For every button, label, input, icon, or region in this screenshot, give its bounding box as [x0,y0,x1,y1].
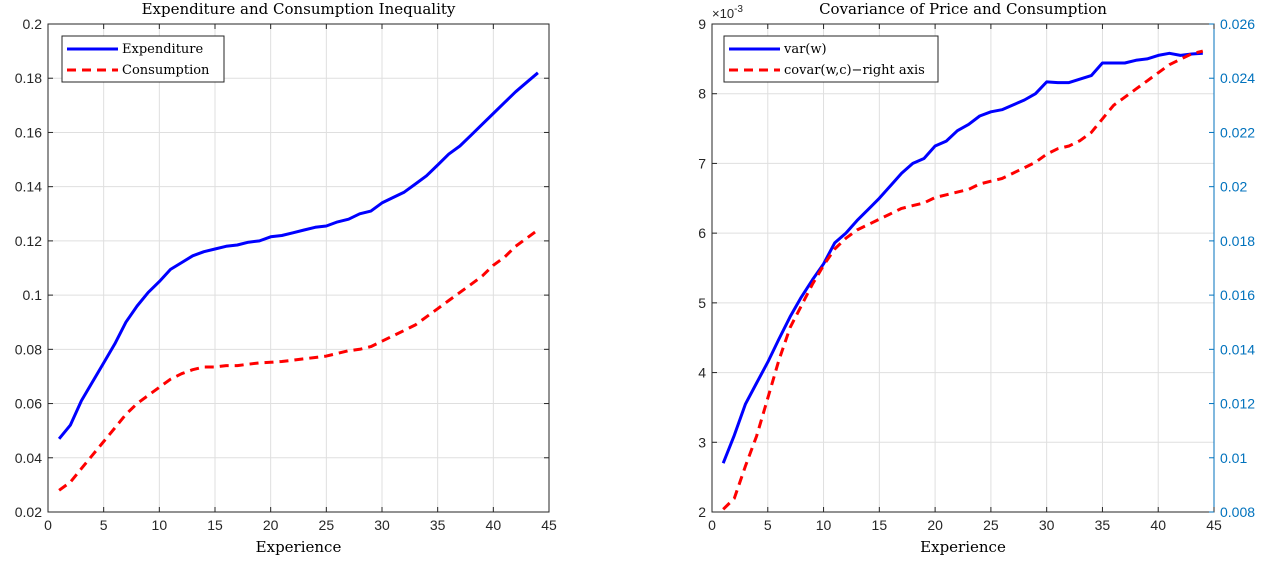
grid [712,24,1214,512]
y-axis-right: 0.008 0.01 0.012 0.014 0.016 0.018 0.02 0.022 0.… [1209,16,1255,520]
series-line-primary [57,71,539,440]
legend-box [61,35,225,83]
x-tick-label: 10 [152,517,168,533]
y-tick-label: 5 [698,295,706,311]
y-tick-label: 7 [698,155,706,171]
x-axis-label: Experience [256,538,342,556]
legend-label: var(w) [783,42,827,57]
y-tick-label: 0.12 [15,233,42,249]
x-tick-label: 40 [486,517,502,533]
y-tick-label: 0.18 [15,70,42,86]
series-line-secondary [722,49,1204,511]
x-tick-label: 20 [927,517,943,533]
y-axis-left: 2 3 4 5 6 7 8 9 [698,16,717,520]
y-right-tick-label: 0.012 [1220,396,1255,412]
legend-label: Consumption [122,63,210,78]
legend-label: Expenditure [122,42,203,57]
y-right-tick-label: 0.018 [1220,233,1255,249]
y-right-tick-label: 0.02 [1220,179,1247,195]
chart-title: Covariance of Price and Consumption [819,0,1107,18]
y-right-tick-label: 0.022 [1220,124,1255,140]
x-axis-label: Experience [920,538,1006,556]
x-tick-label: 10 [816,517,832,533]
x-tick-label: 30 [374,517,390,533]
y-right-tick-label: 0.014 [1220,341,1255,357]
y-right-tick-label: 0.01 [1220,450,1247,466]
y-right-tick-label: 0.008 [1220,504,1255,520]
series-line-primary [721,51,1203,464]
legend: var(w) covar(w,c)−right axis [723,35,939,83]
y-tick-label: 9 [698,16,706,32]
y-right-tick-label: 0.016 [1220,287,1255,303]
x-tick-label: 0 [708,517,716,533]
chart-title: Expenditure and Consumption Inequality [142,0,456,18]
legend-label: covar(w,c)−right axis [784,63,925,78]
x-axis: 0 5 10 15 20 25 30 35 40 45 [708,24,1222,533]
y-axis: 0.02 0.04 0.06 0.08 0.1 0.12 0.14 0.16 0.18 0.2 [15,16,549,520]
x-tick-label: 35 [430,517,446,533]
x-tick-label: 30 [1039,517,1055,533]
x-tick-label: 25 [319,517,335,533]
series-group [721,49,1204,511]
y-tick-label: 2 [698,504,706,520]
y-right-tick-label: 0.026 [1220,16,1255,32]
plot-frame [711,23,1215,513]
x-tick-label: 45 [1206,517,1222,533]
x-tick-label: 0 [44,517,52,533]
x-axis: 0 5 10 15 20 25 30 35 40 45 [44,24,557,533]
x-tick-label: 35 [1095,517,1111,533]
x-tick-label: 15 [207,517,223,533]
x-tick-label: 15 [872,517,888,533]
legend: Expenditure Consumption [61,35,225,83]
y-tick-label: 0.16 [15,124,42,140]
series-line-secondary [58,228,539,492]
chart-expenditure-consumption: 0 5 10 15 20 25 30 35 40 45 0.020.040.060.080.10.… [15,0,557,556]
y-right-tick-label: 0.024 [1220,70,1255,86]
exponent-base: ×10 [712,6,734,21]
y-tick-label: 3 [698,434,706,450]
x-tick-label: 40 [1150,517,1166,533]
plot-frame [47,23,550,513]
y-tick-label: 0.14 [15,179,42,195]
y-tick-label: 6 [698,225,706,241]
y-tick-label: 0.04 [15,450,42,466]
y-tick-label: 4 [698,365,706,381]
y-tick-label: 0.1 [23,287,43,303]
y-tick-label: 8 [698,86,706,102]
exponent-power: -3 [734,4,743,15]
y-tick-label: 0.06 [15,396,42,412]
x-tick-label: 20 [263,517,279,533]
legend-box [723,35,939,83]
y-axis-exponent: ×10-3 [712,4,743,21]
grid [48,24,549,512]
y-tick-label: 0.2 [23,16,43,32]
y-tick-label: 0.08 [15,341,42,357]
x-tick-label: 25 [983,517,999,533]
series-group [57,71,539,492]
x-tick-label: 5 [100,517,108,533]
y-tick-label: 0.02 [15,504,42,520]
x-tick-label: 45 [541,517,557,533]
x-tick-label: 5 [764,517,772,533]
